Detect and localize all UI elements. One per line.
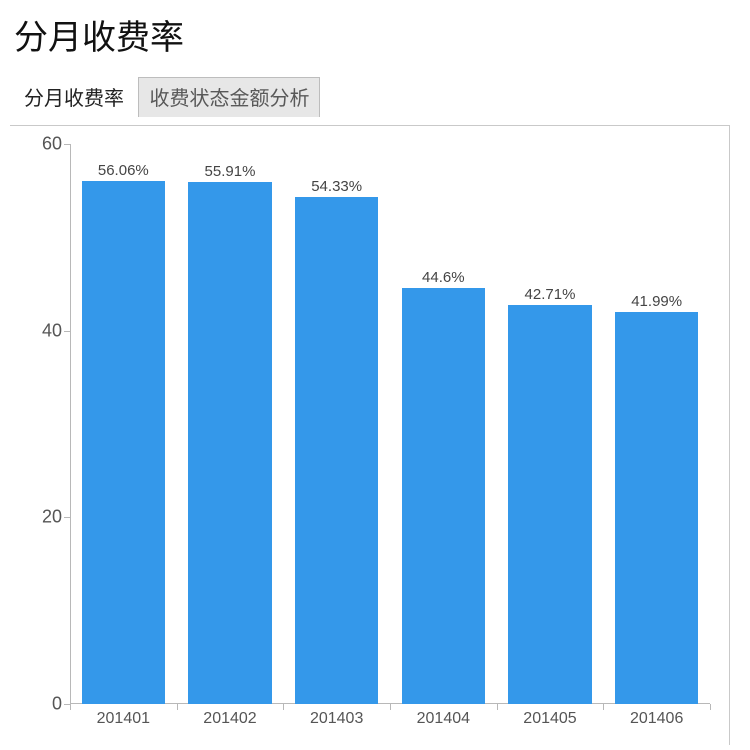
bar: 42.71%	[508, 305, 591, 704]
bar-value-label: 54.33%	[311, 178, 362, 195]
tab-status-amount-analysis[interactable]: 收费状态金额分析	[138, 77, 320, 117]
x-tick-mark	[497, 704, 498, 710]
bar-value-label: 42.71%	[525, 286, 576, 303]
x-tick-mark	[390, 704, 391, 710]
y-tick-mark	[64, 331, 70, 332]
y-axis-line	[70, 144, 71, 704]
y-tick-mark	[64, 517, 70, 518]
x-tick-mark	[710, 704, 711, 710]
y-tick-mark	[64, 704, 70, 705]
plot-area: 201401201402201403201404201405201406 020…	[70, 144, 710, 704]
x-tick-label: 201405	[523, 704, 576, 728]
bar: 54.33%	[295, 197, 378, 704]
bar-value-label: 56.06%	[98, 162, 149, 179]
tabs: 分月收费率 收费状态金额分析	[14, 77, 750, 117]
x-tick-label: 201402	[203, 704, 256, 728]
bar-value-label: 55.91%	[205, 163, 256, 180]
x-tick-mark	[603, 704, 604, 710]
chart-container: 201401201402201403201404201405201406 020…	[10, 125, 730, 745]
x-tick-label: 201404	[417, 704, 470, 728]
bar: 44.6%	[402, 288, 485, 704]
page-title: 分月收费率	[14, 10, 750, 59]
tab-monthly-rate[interactable]: 分月收费率	[14, 78, 134, 117]
bar: 55.91%	[188, 182, 271, 704]
bar: 56.06%	[82, 181, 165, 704]
x-tick-mark	[177, 704, 178, 710]
bar-value-label: 44.6%	[422, 269, 465, 286]
x-tick-label: 201401	[97, 704, 150, 728]
bar-value-label: 41.99%	[631, 293, 682, 310]
y-tick-mark	[64, 144, 70, 145]
x-tick-label: 201406	[630, 704, 683, 728]
x-tick-label: 201403	[310, 704, 363, 728]
bar: 41.99%	[615, 312, 698, 704]
x-tick-mark	[70, 704, 71, 710]
x-tick-mark	[283, 704, 284, 710]
